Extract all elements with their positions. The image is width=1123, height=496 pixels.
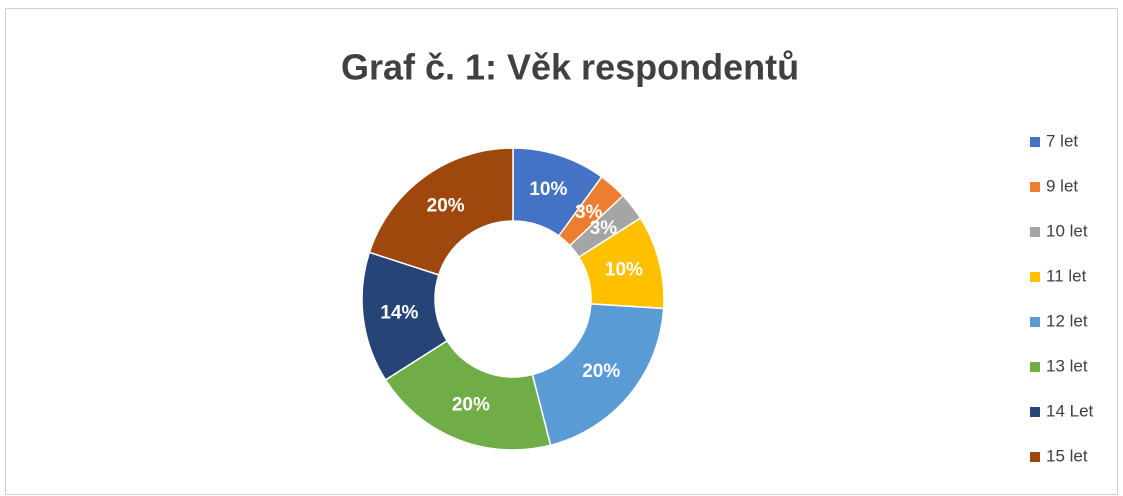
legend-label: 15 let [1046, 446, 1088, 465]
legend-label: 13 let [1046, 356, 1088, 375]
data-label: 14% [380, 302, 418, 323]
data-label: 20% [427, 195, 465, 216]
data-label: 10% [605, 260, 643, 281]
data-label: 20% [582, 361, 620, 382]
donut-segment [531, 303, 665, 447]
legend-swatch [1030, 407, 1040, 417]
legend-swatch [1030, 137, 1040, 147]
legend-label: 14 Let [1046, 401, 1094, 420]
legend-swatch [1030, 452, 1040, 462]
legend-swatch [1030, 227, 1040, 237]
donut-segment [368, 147, 514, 276]
chart-title: Graf č. 1: Věk respondentů [341, 47, 799, 88]
legend-label: 11 let [1046, 266, 1087, 285]
data-label: 20% [452, 394, 490, 415]
legend-label: 9 let [1046, 176, 1078, 195]
legend-swatch [1030, 182, 1040, 192]
legend-label: 7 let [1046, 131, 1078, 150]
legend-label: 12 let [1046, 311, 1088, 330]
data-label: 3% [590, 218, 618, 239]
legend-label: 10 let [1046, 221, 1088, 240]
data-label: 3% [575, 202, 603, 223]
legend-swatch [1030, 272, 1040, 282]
data-label: 10% [529, 179, 567, 200]
donut-segment [384, 339, 552, 451]
legend-swatch [1030, 317, 1040, 327]
legend-swatch [1030, 362, 1040, 372]
